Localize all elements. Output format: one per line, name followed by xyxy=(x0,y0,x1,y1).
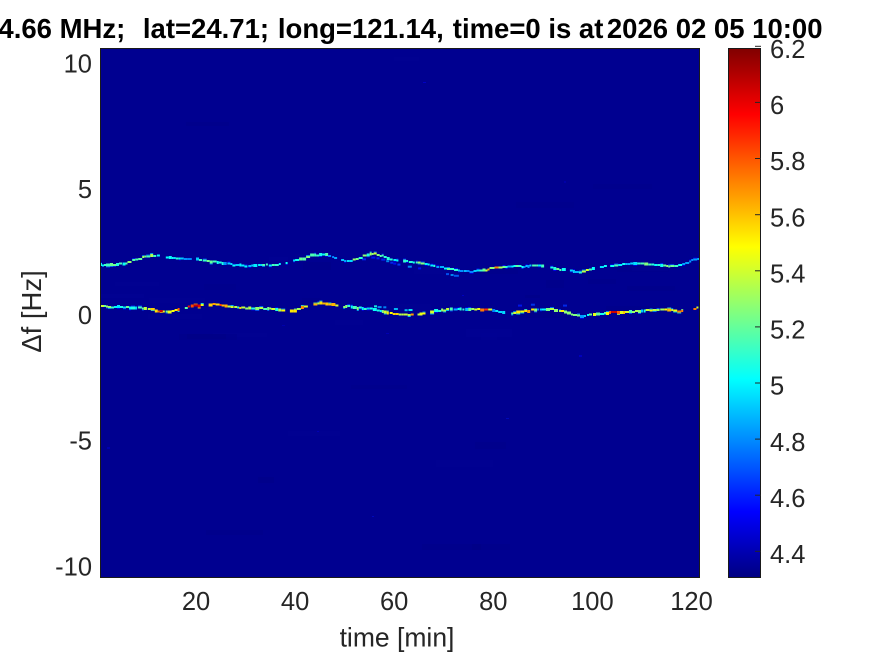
svg-text:5.6: 5.6 xyxy=(770,204,805,232)
svg-text:5.4: 5.4 xyxy=(770,261,805,289)
svg-text:40: 40 xyxy=(281,588,309,616)
svg-text:time [min]: time [min] xyxy=(340,623,455,653)
svg-text:120: 120 xyxy=(670,588,713,616)
svg-text:5: 5 xyxy=(770,373,784,401)
svg-text:4.8: 4.8 xyxy=(770,429,805,457)
svg-text:80: 80 xyxy=(479,588,507,616)
svg-text:-10: -10 xyxy=(55,553,92,581)
svg-text:10: 10 xyxy=(64,50,92,78)
svg-text:5.8: 5.8 xyxy=(770,148,805,176)
svg-text:6.2: 6.2 xyxy=(770,36,805,64)
svg-text:20: 20 xyxy=(182,588,210,616)
svg-text:4.6: 4.6 xyxy=(770,485,805,513)
svg-text:100: 100 xyxy=(571,588,614,616)
svg-text:60: 60 xyxy=(380,588,408,616)
svg-text:Δf [Hz]: Δf [Hz] xyxy=(16,270,47,353)
svg-text:4.4: 4.4 xyxy=(770,541,805,569)
svg-text:-5: -5 xyxy=(69,428,92,456)
svg-text:0: 0 xyxy=(78,302,92,330)
svg-text:6: 6 xyxy=(770,92,784,120)
svg-text:5: 5 xyxy=(78,176,92,204)
svg-text:5.2: 5.2 xyxy=(770,317,805,345)
svg-text:24.66 MHz;lat=24.71;long=121.1: 24.66 MHz;lat=24.71;long=121.14,time=0 i… xyxy=(0,13,823,44)
